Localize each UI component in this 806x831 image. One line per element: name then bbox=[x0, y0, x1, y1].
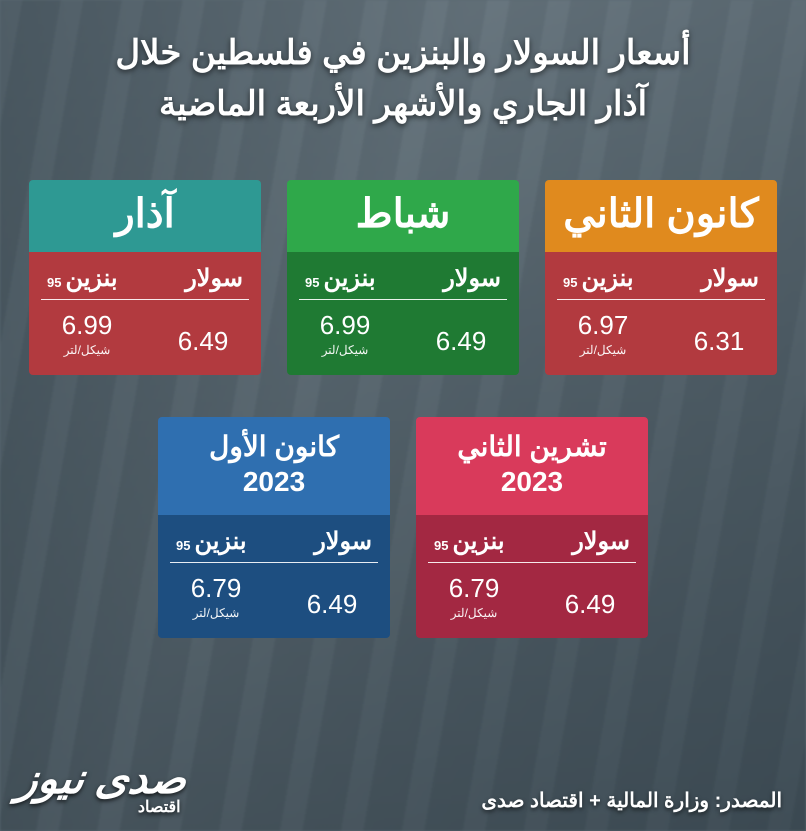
unit-label: شيكل/لتر bbox=[47, 343, 127, 357]
price-card: شباط بنزين95 سولار 6.99شيكل/لتر 6.49 bbox=[287, 180, 519, 375]
price-card: كانون الثاني بنزين95 سولار 6.97شيكل/لتر 6.31 bbox=[545, 180, 777, 375]
label-diesel: سولار bbox=[572, 527, 630, 556]
unit-label: شيكل/لتر bbox=[563, 343, 643, 357]
unit-label: شيكل/لتر bbox=[305, 343, 385, 357]
label-diesel: سولار bbox=[314, 527, 372, 556]
card-prices: 6.79شيكل/لتر 6.49 bbox=[428, 569, 636, 624]
card-prices: 6.99شيكل/لتر 6.49 bbox=[41, 306, 249, 361]
card-body: بنزين95 سولار 6.79شيكل/لتر 6.49 bbox=[416, 515, 648, 638]
card-labels: بنزين95 سولار bbox=[41, 260, 249, 300]
card-body: بنزين95 سولار 6.97شيكل/لتر 6.31 bbox=[545, 252, 777, 375]
card-month: شباط bbox=[287, 180, 519, 252]
brand-logo: صدى نيوز اقتصاد bbox=[18, 754, 187, 817]
label-benzine: بنزين95 bbox=[434, 527, 505, 556]
card-labels: بنزين95 سولار bbox=[557, 260, 765, 300]
card-labels: بنزين95 سولار bbox=[428, 523, 636, 563]
price-card: تشرين الثاني 2023 بنزين95 سولار 6.79شيكل/لت… bbox=[416, 417, 648, 638]
title-line-2: آذار الجاري والأشهر الأربعة الماضية bbox=[40, 79, 766, 130]
label-benzine: بنزين95 bbox=[563, 264, 634, 293]
label-benzine: بنزين95 bbox=[47, 264, 118, 293]
card-prices: 6.79شيكل/لتر 6.49 bbox=[170, 569, 378, 624]
source-line: المصدر: وزارة المالية + اقتصاد صدى bbox=[140, 788, 782, 813]
card-month: كانون الأول 2023 bbox=[158, 417, 390, 515]
card-month: آذار bbox=[29, 180, 261, 252]
label-95: 95 bbox=[176, 538, 190, 553]
price-benzine: 6.99شيكل/لتر bbox=[47, 310, 127, 357]
price-benzine: 6.79شيكل/لتر bbox=[176, 573, 256, 620]
price-card: آذار بنزين95 سولار 6.99شيكل/لتر 6.49 bbox=[29, 180, 261, 375]
price-diesel: 6.49 bbox=[421, 326, 501, 357]
cards-row-bottom: كانون الأول 2023 بنزين95 سولار 6.79شيكل/لتر… bbox=[0, 383, 806, 646]
page-title: أسعار السولار والبنزين في فلسطين خلال آذ… bbox=[0, 0, 806, 140]
label-diesel: سولار bbox=[443, 264, 501, 293]
unit-label: شيكل/لتر bbox=[434, 606, 514, 620]
label-95: 95 bbox=[563, 275, 577, 290]
unit-label: شيكل/لتر bbox=[176, 606, 256, 620]
price-diesel: 6.49 bbox=[292, 589, 372, 620]
label-diesel: سولار bbox=[185, 264, 243, 293]
title-line-1: أسعار السولار والبنزين في فلسطين خلال bbox=[40, 28, 766, 79]
card-body: بنزين95 سولار 6.79شيكل/لتر 6.49 bbox=[158, 515, 390, 638]
price-benzine: 6.99شيكل/لتر bbox=[305, 310, 385, 357]
price-benzine: 6.97شيكل/لتر bbox=[563, 310, 643, 357]
card-prices: 6.97شيكل/لتر 6.31 bbox=[557, 306, 765, 361]
price-card: كانون الأول 2023 بنزين95 سولار 6.79شيكل/لتر… bbox=[158, 417, 390, 638]
cards-row-top: آذاربنزين95سولار6.99شيكل/لتر6.49شباطبنزي… bbox=[0, 140, 806, 383]
card-prices: 6.99شيكل/لتر 6.49 bbox=[299, 306, 507, 361]
card-month: كانون الثاني bbox=[545, 180, 777, 252]
logo-main: صدى نيوز bbox=[15, 754, 190, 803]
card-body: بنزين95 سولار 6.99شيكل/لتر 6.49 bbox=[287, 252, 519, 375]
price-benzine: 6.79شيكل/لتر bbox=[434, 573, 514, 620]
label-benzine: بنزين95 bbox=[305, 264, 376, 293]
label-95: 95 bbox=[305, 275, 319, 290]
label-95: 95 bbox=[434, 538, 448, 553]
card-labels: بنزين95 سولار bbox=[299, 260, 507, 300]
label-benzine: بنزين95 bbox=[176, 527, 247, 556]
label-diesel: سولار bbox=[701, 264, 759, 293]
price-diesel: 6.31 bbox=[679, 326, 759, 357]
card-month: تشرين الثاني 2023 bbox=[416, 417, 648, 515]
price-diesel: 6.49 bbox=[163, 326, 243, 357]
card-body: بنزين95 سولار 6.99شيكل/لتر 6.49 bbox=[29, 252, 261, 375]
card-labels: بنزين95 سولار bbox=[170, 523, 378, 563]
price-diesel: 6.49 bbox=[550, 589, 630, 620]
label-95: 95 bbox=[47, 275, 61, 290]
